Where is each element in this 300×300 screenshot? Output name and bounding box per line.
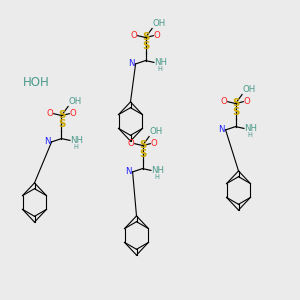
Text: N: N bbox=[128, 59, 135, 68]
Text: S: S bbox=[58, 110, 65, 121]
Text: OH: OH bbox=[152, 20, 165, 28]
Text: O: O bbox=[220, 97, 227, 106]
Text: H: H bbox=[158, 66, 162, 72]
Text: N: N bbox=[44, 137, 51, 146]
Text: H: H bbox=[154, 174, 159, 180]
Text: NH: NH bbox=[244, 124, 257, 133]
Text: O: O bbox=[244, 97, 251, 106]
Text: N: N bbox=[218, 125, 225, 134]
Text: O: O bbox=[130, 31, 137, 40]
Text: O: O bbox=[154, 31, 161, 40]
Text: N: N bbox=[125, 167, 132, 176]
Text: OH: OH bbox=[149, 128, 162, 136]
Text: S: S bbox=[139, 148, 146, 159]
Text: NH: NH bbox=[154, 58, 167, 67]
Text: S: S bbox=[232, 98, 239, 109]
Text: OH: OH bbox=[242, 85, 255, 94]
Text: NH: NH bbox=[152, 166, 164, 175]
Text: HOH: HOH bbox=[22, 76, 50, 89]
Text: O: O bbox=[46, 109, 53, 118]
Text: H: H bbox=[74, 144, 78, 150]
Text: S: S bbox=[142, 40, 149, 51]
Text: O: O bbox=[127, 139, 134, 148]
Text: O: O bbox=[151, 139, 158, 148]
Text: S: S bbox=[232, 106, 239, 117]
Text: S: S bbox=[139, 140, 146, 151]
Text: S: S bbox=[58, 118, 65, 129]
Text: OH: OH bbox=[68, 98, 81, 106]
Text: O: O bbox=[70, 109, 77, 118]
Text: NH: NH bbox=[70, 136, 83, 145]
Text: S: S bbox=[142, 32, 149, 43]
Text: H: H bbox=[248, 132, 252, 138]
